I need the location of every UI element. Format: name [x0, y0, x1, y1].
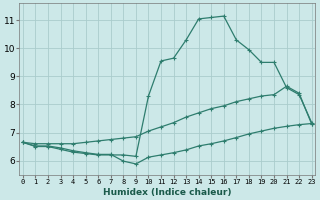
- X-axis label: Humidex (Indice chaleur): Humidex (Indice chaleur): [103, 188, 232, 197]
